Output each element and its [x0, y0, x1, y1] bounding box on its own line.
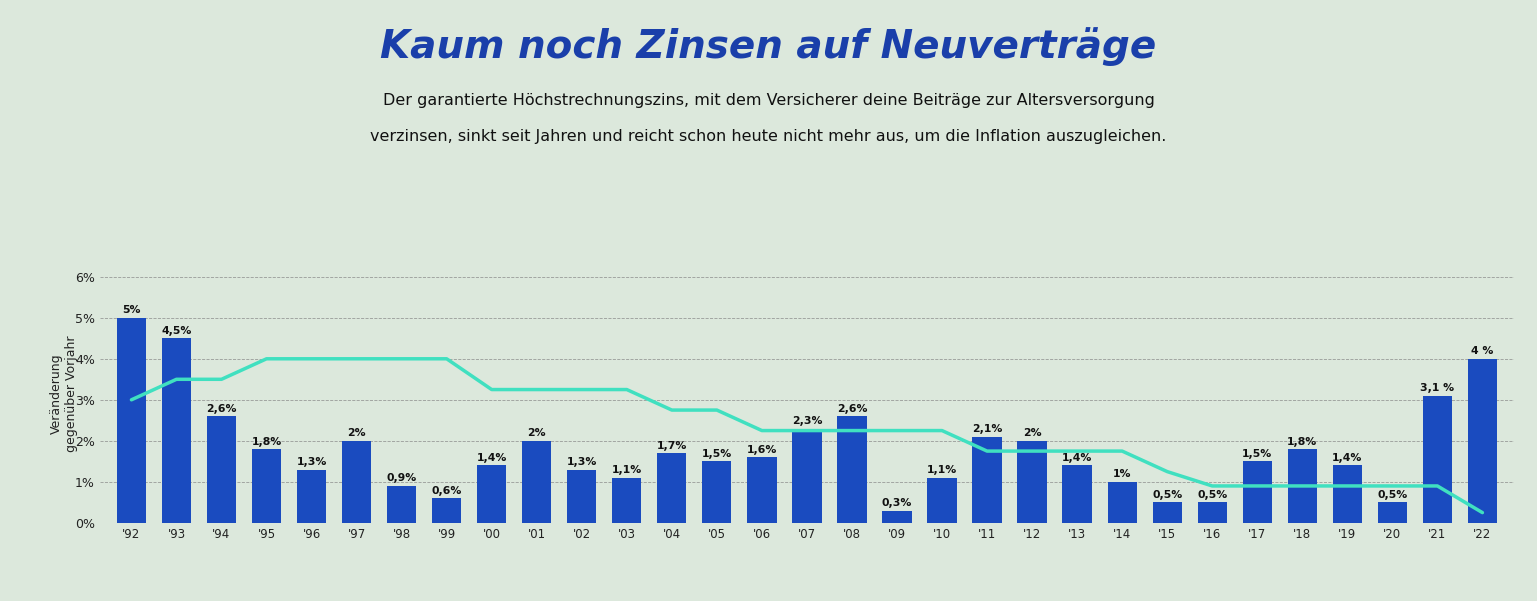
Bar — [252, 449, 281, 523]
Text: 0,9%: 0,9% — [386, 474, 417, 483]
Bar — [1333, 465, 1362, 523]
Text: 1,7%: 1,7% — [656, 441, 687, 451]
Text: 1,8%: 1,8% — [252, 436, 281, 447]
Bar — [838, 416, 867, 523]
Text: 0,6%: 0,6% — [432, 486, 461, 496]
Text: 2,1%: 2,1% — [971, 424, 1002, 435]
Text: 0,5%: 0,5% — [1377, 490, 1408, 500]
Bar — [432, 498, 461, 523]
Text: 1,4%: 1,4% — [1333, 453, 1362, 463]
Bar — [1423, 395, 1452, 523]
Bar — [882, 511, 911, 523]
Bar — [1108, 482, 1137, 523]
Text: 1,3%: 1,3% — [567, 457, 596, 467]
Text: 1%: 1% — [1113, 469, 1131, 480]
Bar — [207, 416, 237, 523]
Bar — [297, 469, 326, 523]
Y-axis label: Veränderung
gegenüber Vorjahr: Veränderung gegenüber Vorjahr — [49, 335, 78, 452]
Text: 2%: 2% — [347, 429, 366, 438]
Bar — [1288, 449, 1317, 523]
Text: verzinsen, sinkt seit Jahren und reicht schon heute nicht mehr aus, um die Infla: verzinsen, sinkt seit Jahren und reicht … — [370, 129, 1167, 144]
Text: 1,1%: 1,1% — [612, 465, 642, 475]
Text: 2%: 2% — [527, 429, 546, 438]
Text: 1,4%: 1,4% — [476, 453, 507, 463]
Bar — [747, 457, 776, 523]
Bar — [702, 462, 732, 523]
Text: 5%: 5% — [121, 305, 141, 316]
Bar — [1153, 502, 1182, 523]
Text: 1,4%: 1,4% — [1062, 453, 1093, 463]
Bar — [387, 486, 417, 523]
Bar — [658, 453, 687, 523]
Bar — [973, 437, 1002, 523]
Bar — [927, 478, 956, 523]
Text: 1,5%: 1,5% — [1242, 449, 1273, 459]
Bar — [792, 429, 822, 523]
Text: 2,3%: 2,3% — [792, 416, 822, 426]
Text: 1,3%: 1,3% — [297, 457, 327, 467]
Text: 1,5%: 1,5% — [702, 449, 732, 459]
Bar — [567, 469, 596, 523]
Bar — [1197, 502, 1227, 523]
Text: 1,1%: 1,1% — [927, 465, 958, 475]
Text: 1,6%: 1,6% — [747, 445, 778, 455]
Text: 2,6%: 2,6% — [206, 404, 237, 413]
Bar — [1242, 462, 1273, 523]
Bar — [117, 318, 146, 523]
Text: 4 %: 4 % — [1471, 346, 1494, 356]
Bar — [341, 441, 372, 523]
Text: 2%: 2% — [1022, 429, 1042, 438]
Bar — [161, 338, 191, 523]
Text: 3,1 %: 3,1 % — [1420, 383, 1454, 393]
Text: 2,6%: 2,6% — [836, 404, 867, 413]
Text: Kaum noch Zinsen auf Neuverträge: Kaum noch Zinsen auf Neuverträge — [380, 27, 1157, 66]
Bar — [1017, 441, 1047, 523]
Bar — [523, 441, 552, 523]
Text: 1,8%: 1,8% — [1286, 436, 1317, 447]
Text: 0,5%: 0,5% — [1197, 490, 1228, 500]
Text: 0,3%: 0,3% — [882, 498, 911, 508]
Bar — [1377, 502, 1406, 523]
Bar — [612, 478, 641, 523]
Text: 0,5%: 0,5% — [1153, 490, 1182, 500]
Text: Der garantierte Höchstrechnungszins, mit dem Versicherer deine Beiträge zur Alte: Der garantierte Höchstrechnungszins, mit… — [383, 93, 1154, 108]
Bar — [476, 465, 506, 523]
Bar — [1468, 359, 1497, 523]
Bar — [1062, 465, 1091, 523]
Text: 4,5%: 4,5% — [161, 326, 192, 336]
